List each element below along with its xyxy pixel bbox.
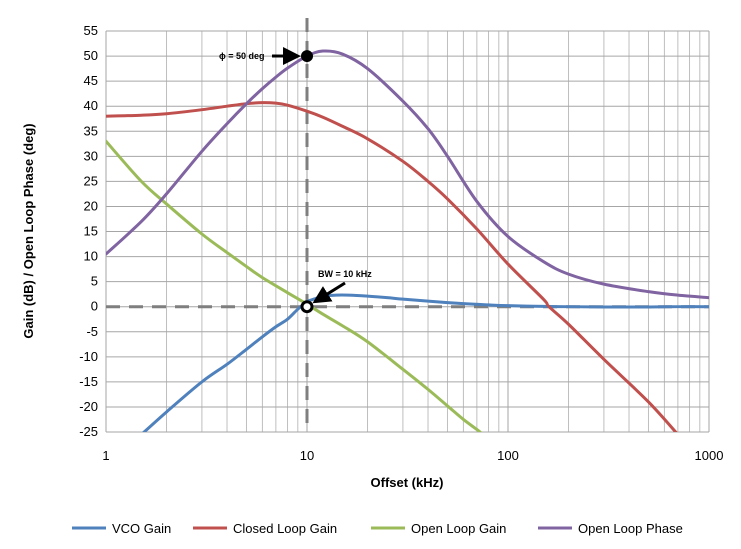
legend-label: Open Loop Gain <box>411 521 506 536</box>
legend-label: VCO Gain <box>112 521 171 536</box>
legend-item: Open Loop Phase <box>538 521 683 536</box>
legend-label: Closed Loop Gain <box>233 521 337 536</box>
y-tick-label: -10 <box>79 349 98 364</box>
phase-marker <box>301 50 313 63</box>
bw-marker <box>300 300 314 314</box>
y-axis-title: Gain (dB) / Open Loop Phase (deg) <box>21 123 36 338</box>
bw-annotation: BW = 10 kHz <box>318 269 372 279</box>
y-tick-label: 0 <box>91 299 98 314</box>
y-tick-label: 50 <box>84 48 98 63</box>
x-tick-label: 1 <box>102 448 109 463</box>
bw-arrow <box>312 281 346 304</box>
x-tick-label: 100 <box>497 448 519 463</box>
x-tick-label: 10 <box>300 448 314 463</box>
grid <box>105 30 710 433</box>
series-line-open-loop-phase <box>106 49 709 300</box>
y-tick-label: -15 <box>79 374 98 389</box>
y-tick-label: 30 <box>84 148 98 163</box>
y-tick-label: 15 <box>84 224 98 239</box>
x-tick-label: 1000 <box>695 448 724 463</box>
phase-annotation: ϕ = 50 deg <box>219 51 265 61</box>
y-tick-label: 10 <box>84 249 98 264</box>
tick-labels: -25 -20 -15 -10 -5 0 5 10 15 20 25 30 35 40 45 50 55 1 10 1… <box>79 23 723 463</box>
y-tick-label: 55 <box>84 23 98 38</box>
series-line-open-loop-gain <box>106 139 483 432</box>
annotations: ϕ = 50 deg BW = 10 kHz <box>219 51 372 279</box>
y-tick-label: 20 <box>84 198 98 213</box>
legend-label: Open Loop Phase <box>578 521 683 536</box>
x-axis-title: Offset (kHz) <box>371 475 444 490</box>
y-tick-label: 35 <box>84 123 98 138</box>
y-tick-label: -25 <box>79 424 98 439</box>
reference-lines <box>106 18 709 432</box>
legend-item: Closed Loop Gain <box>193 521 337 536</box>
y-tick-label: -5 <box>86 324 98 339</box>
y-tick-label: 25 <box>84 173 98 188</box>
y-tick-label: 40 <box>84 98 98 113</box>
series-line-closed-loop-gain <box>106 101 678 432</box>
legend-item: VCO Gain <box>72 521 171 536</box>
y-tick-label: -20 <box>79 399 98 414</box>
legend: VCO Gain Closed Loop Gain Open Loop Gain Op… <box>72 521 683 536</box>
annotation-markers <box>271 47 346 314</box>
y-tick-label: 45 <box>84 73 98 88</box>
legend-item: Open Loop Gain <box>371 521 506 536</box>
series-line-vco-gain <box>141 293 709 432</box>
y-tick-label: 5 <box>91 274 98 289</box>
series-lines <box>106 49 709 432</box>
